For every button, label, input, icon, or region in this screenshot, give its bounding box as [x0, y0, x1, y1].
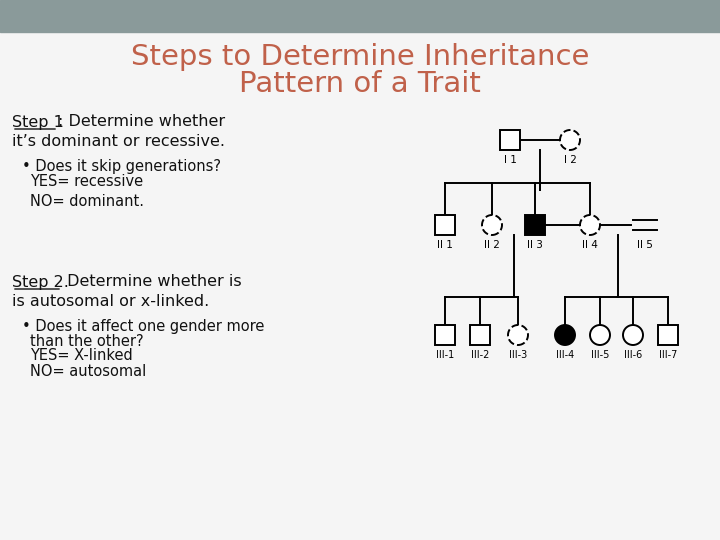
Text: II 4: II 4 — [582, 240, 598, 250]
Text: III-3: III-3 — [509, 350, 527, 360]
Text: YES= recessive: YES= recessive — [30, 173, 143, 188]
Text: Step 1: Step 1 — [12, 114, 64, 130]
Text: II 1: II 1 — [437, 240, 453, 250]
Ellipse shape — [482, 215, 502, 235]
Ellipse shape — [560, 130, 580, 150]
Bar — [435, 215, 455, 235]
Text: II 3: II 3 — [527, 240, 543, 250]
Bar — [435, 325, 455, 345]
Text: III-2: III-2 — [471, 350, 489, 360]
Ellipse shape — [590, 325, 610, 345]
Text: : Determine whether: : Determine whether — [58, 114, 225, 130]
Text: YES= X-linked: YES= X-linked — [30, 348, 132, 363]
Text: III-4: III-4 — [556, 350, 574, 360]
Text: NO= dominant.: NO= dominant. — [30, 194, 144, 210]
Bar — [0, 0, 720, 32]
Bar — [500, 130, 520, 150]
Ellipse shape — [555, 325, 575, 345]
Ellipse shape — [580, 215, 600, 235]
Text: Steps to Determine Inheritance: Steps to Determine Inheritance — [131, 43, 589, 71]
Text: III-5: III-5 — [591, 350, 609, 360]
Bar — [525, 215, 545, 235]
Text: II 5: II 5 — [637, 240, 653, 250]
Bar — [658, 325, 678, 345]
Text: Determine whether is: Determine whether is — [62, 274, 242, 289]
Text: III-6: III-6 — [624, 350, 642, 360]
Text: it’s dominant or recessive.: it’s dominant or recessive. — [12, 134, 225, 150]
Ellipse shape — [623, 325, 643, 345]
Text: I 1: I 1 — [503, 155, 516, 165]
Bar — [470, 325, 490, 345]
Text: III-7: III-7 — [659, 350, 678, 360]
Text: • Does it skip generations?: • Does it skip generations? — [22, 159, 221, 173]
Text: I 2: I 2 — [564, 155, 577, 165]
Text: II 2: II 2 — [484, 240, 500, 250]
Text: • Does it affect one gender more: • Does it affect one gender more — [22, 319, 264, 334]
Text: is autosomal or x-linked.: is autosomal or x-linked. — [12, 294, 210, 309]
Text: III-1: III-1 — [436, 350, 454, 360]
Text: NO= autosomal: NO= autosomal — [30, 363, 146, 379]
Ellipse shape — [508, 325, 528, 345]
Text: Step 2.: Step 2. — [12, 274, 69, 289]
Text: than the other?: than the other? — [30, 334, 143, 348]
Text: Pattern of a Trait: Pattern of a Trait — [239, 70, 481, 98]
